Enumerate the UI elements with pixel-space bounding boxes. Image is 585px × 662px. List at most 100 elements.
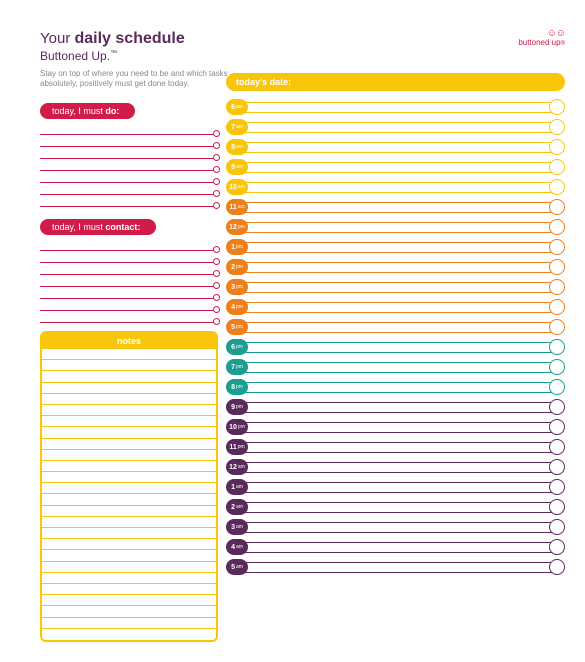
hour-row[interactable]: 11am <box>226 197 565 217</box>
hour-lines[interactable] <box>245 97 552 117</box>
hour-row[interactable]: 8pm <box>226 377 565 397</box>
checkbox-circle[interactable] <box>213 130 220 137</box>
hour-circle[interactable] <box>549 419 565 435</box>
hour-circle[interactable] <box>549 319 565 335</box>
hour-row[interactable]: 10am <box>226 177 565 197</box>
notes-line[interactable] <box>42 550 216 561</box>
hour-lines[interactable] <box>245 357 552 377</box>
hour-lines[interactable] <box>245 217 552 237</box>
hour-lines[interactable] <box>245 437 552 457</box>
hour-row[interactable]: 9am <box>226 157 565 177</box>
hour-lines[interactable] <box>245 297 552 317</box>
hour-lines[interactable] <box>245 177 552 197</box>
hour-circle[interactable] <box>549 499 565 515</box>
notes-line[interactable] <box>42 584 216 595</box>
contact-lines[interactable] <box>40 239 218 323</box>
hour-row[interactable]: 6pm <box>226 337 565 357</box>
hour-row[interactable]: 7am <box>226 117 565 137</box>
notes-line[interactable] <box>42 483 216 494</box>
hour-row[interactable]: 3pm <box>226 277 565 297</box>
notes-line[interactable] <box>42 595 216 606</box>
hour-row[interactable]: 3am <box>226 517 565 537</box>
hour-circle[interactable] <box>549 519 565 535</box>
write-line[interactable] <box>40 239 218 251</box>
hour-lines[interactable] <box>245 457 552 477</box>
hour-circle[interactable] <box>549 239 565 255</box>
hour-lines[interactable] <box>245 477 552 497</box>
hour-lines[interactable] <box>245 417 552 437</box>
notes-line[interactable] <box>42 439 216 450</box>
hour-row[interactable]: 2am <box>226 497 565 517</box>
hour-lines[interactable] <box>245 237 552 257</box>
hour-row[interactable]: 7pm <box>226 357 565 377</box>
hour-row[interactable]: 9pm <box>226 397 565 417</box>
hour-circle[interactable] <box>549 359 565 375</box>
hour-circle[interactable] <box>549 459 565 475</box>
checkbox-circle[interactable] <box>213 306 220 313</box>
notes-line[interactable] <box>42 360 216 371</box>
notes-line[interactable] <box>42 349 216 360</box>
hour-circle[interactable] <box>549 159 565 175</box>
hour-circle[interactable] <box>549 379 565 395</box>
notes-line[interactable] <box>42 461 216 472</box>
hour-row[interactable]: 8am <box>226 137 565 157</box>
hour-circle[interactable] <box>549 539 565 555</box>
hour-row[interactable]: 5am <box>226 557 565 577</box>
hour-circle[interactable] <box>549 279 565 295</box>
hour-circle[interactable] <box>549 299 565 315</box>
notes-line[interactable] <box>42 427 216 438</box>
hour-lines[interactable] <box>245 277 552 297</box>
hour-circle[interactable] <box>549 479 565 495</box>
write-line[interactable] <box>40 171 218 183</box>
hour-lines[interactable] <box>245 157 552 177</box>
hour-lines[interactable] <box>245 197 552 217</box>
hour-lines[interactable] <box>245 557 552 577</box>
notes-lines[interactable] <box>42 349 216 640</box>
date-pill[interactable]: today's date: <box>226 73 565 91</box>
hour-lines[interactable] <box>245 117 552 137</box>
notes-line[interactable] <box>42 629 216 640</box>
notes-line[interactable] <box>42 450 216 461</box>
hour-lines[interactable] <box>245 377 552 397</box>
notes-line[interactable] <box>42 618 216 629</box>
notes-line[interactable] <box>42 394 216 405</box>
notes-line[interactable] <box>42 606 216 617</box>
checkbox-circle[interactable] <box>213 154 220 161</box>
notes-line[interactable] <box>42 562 216 573</box>
hour-row[interactable]: 1am <box>226 477 565 497</box>
checkbox-circle[interactable] <box>213 142 220 149</box>
checkbox-circle[interactable] <box>213 282 220 289</box>
write-line[interactable] <box>40 299 218 311</box>
write-line[interactable] <box>40 183 218 195</box>
do-lines[interactable] <box>40 123 218 207</box>
checkbox-circle[interactable] <box>213 294 220 301</box>
hour-circle[interactable] <box>549 339 565 355</box>
checkbox-circle[interactable] <box>213 270 220 277</box>
notes-line[interactable] <box>42 472 216 483</box>
notes-line[interactable] <box>42 528 216 539</box>
write-line[interactable] <box>40 147 218 159</box>
hour-row[interactable]: 4pm <box>226 297 565 317</box>
checkbox-circle[interactable] <box>213 246 220 253</box>
hour-circle[interactable] <box>549 559 565 575</box>
hour-row[interactable]: 12am <box>226 457 565 477</box>
checkbox-circle[interactable] <box>213 202 220 209</box>
hour-circle[interactable] <box>549 439 565 455</box>
hour-circle[interactable] <box>549 399 565 415</box>
notes-line[interactable] <box>42 371 216 382</box>
write-line[interactable] <box>40 275 218 287</box>
hour-circle[interactable] <box>549 199 565 215</box>
hour-row[interactable]: 12pm <box>226 217 565 237</box>
hour-circle[interactable] <box>549 179 565 195</box>
hour-row[interactable]: 10pm <box>226 417 565 437</box>
hour-lines[interactable] <box>245 337 552 357</box>
write-line[interactable] <box>40 195 218 207</box>
write-line[interactable] <box>40 159 218 171</box>
checkbox-circle[interactable] <box>213 178 220 185</box>
hour-lines[interactable] <box>245 537 552 557</box>
hour-row[interactable]: 4am <box>226 537 565 557</box>
checkbox-circle[interactable] <box>213 318 220 325</box>
write-line[interactable] <box>40 135 218 147</box>
hour-lines[interactable] <box>245 497 552 517</box>
hour-circle[interactable] <box>549 99 565 115</box>
